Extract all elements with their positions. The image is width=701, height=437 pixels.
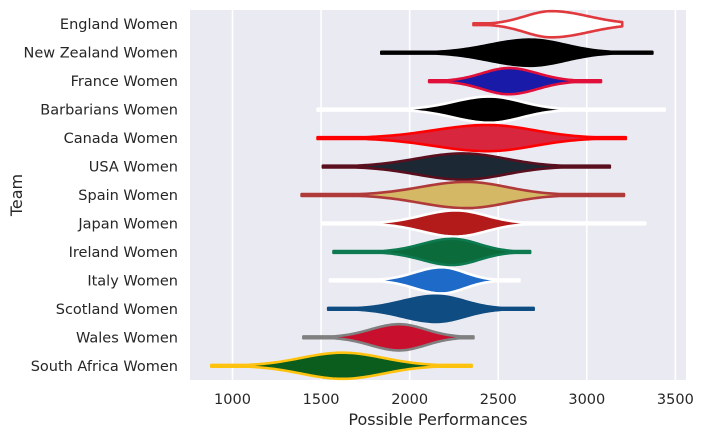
violin-scotland-women [326, 294, 535, 324]
y-tick-label: South Africa Women [31, 359, 178, 375]
violin-spain-women [300, 180, 626, 210]
y-tick-label: France Women [71, 74, 178, 90]
violin-barbarians-women [316, 95, 667, 124]
violin-new-zealand-women [380, 38, 654, 68]
x-tick-label: 1000 [214, 392, 251, 408]
y-axis-label: Team [7, 174, 26, 217]
x-tick-label: 3000 [568, 392, 605, 408]
y-tick-label: Spain Women [78, 188, 178, 204]
violin-south-africa-women [209, 351, 473, 381]
violins [209, 9, 667, 381]
y-tick-label: Scotland Women [56, 302, 178, 318]
y-tick-labels: England Women New Zealand Women France Wom… [24, 17, 179, 375]
y-tick-label: New Zealand Women [24, 46, 179, 62]
y-tick-label: England Women [60, 17, 178, 33]
x-tick-labels: 1000 1500 2000 2500 3000 3500 [214, 392, 694, 408]
x-axis-label: Possible Performances [348, 410, 527, 429]
violin-england-women [472, 9, 624, 39]
violin-ireland-women [332, 237, 532, 267]
violin-france-women [427, 66, 603, 96]
y-tick-label: Italy Women [87, 273, 178, 289]
y-tick-label: Barbarians Women [40, 103, 178, 119]
y-tick-label: Canada Women [64, 131, 178, 147]
y-tick-label: Wales Women [76, 330, 178, 346]
violin-canada-women [316, 123, 628, 153]
x-tick-label: 2500 [480, 392, 517, 408]
x-tick-label: 1500 [303, 392, 340, 408]
violin-usa-women [321, 152, 612, 181]
violin-wales-women [302, 322, 475, 352]
y-tick-label: USA Women [89, 160, 178, 176]
y-tick-label: Ireland Women [69, 245, 178, 261]
x-tick-label: 3500 [657, 392, 694, 408]
x-tick-label: 2000 [391, 392, 428, 408]
violin-italy-women [328, 265, 521, 295]
y-tick-label: Japan Women [77, 216, 178, 232]
violin-japan-women [321, 209, 647, 238]
